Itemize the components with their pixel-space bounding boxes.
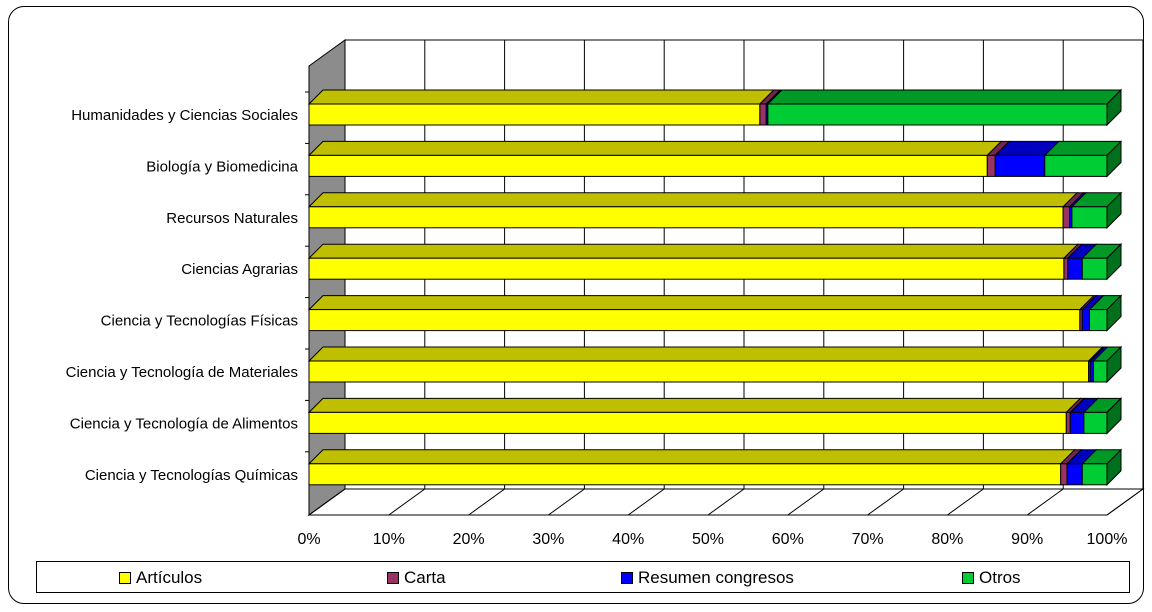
chart-legend: Artículos Carta Resumen congresos Otros	[36, 561, 1130, 593]
category-label: Ciencia y Tecnología de Alimentos	[70, 415, 298, 432]
bar-art-culos-top	[307, 346, 1104, 362]
legend-label-carta: Carta	[404, 568, 446, 587]
legend-swatch-resumen-congresos	[621, 572, 633, 584]
x-tick-label: 80%	[931, 531, 963, 548]
x-tick-label: 90%	[1011, 531, 1043, 548]
category-label: Biología y Biomedicina	[146, 158, 298, 175]
bar-carta	[759, 103, 767, 126]
legend-label-otros: Otros	[979, 568, 1021, 587]
bar-art-culos	[308, 103, 761, 126]
bar-carta	[1063, 257, 1069, 280]
x-tick-label: 10%	[373, 531, 405, 548]
floor-gridline	[867, 488, 904, 516]
bar-end-face	[1106, 88, 1122, 127]
bar-art-culos	[308, 206, 1064, 229]
bar-carta	[1065, 411, 1071, 434]
x-tick-label: 20%	[453, 531, 485, 548]
bar-art-culos-top	[307, 295, 1096, 311]
bar-resumen-congresos	[1081, 309, 1090, 332]
bar-art-culos	[308, 360, 1090, 383]
bar-carta	[1062, 206, 1070, 229]
bar-art-culos-top	[307, 192, 1079, 208]
floor-gridline	[1026, 488, 1064, 516]
floor-gridline	[627, 488, 665, 516]
bar-art-culos	[308, 257, 1065, 280]
bar-otros	[1092, 360, 1108, 383]
x-tick-label: 60%	[772, 531, 804, 548]
bar-art-culos-top	[307, 89, 776, 105]
bar-end-face	[1106, 191, 1122, 230]
x-tick-label: 70%	[852, 531, 884, 548]
bar-otros	[1081, 257, 1108, 280]
legend-swatch-otros	[962, 572, 974, 584]
bar-resumen-congresos	[1069, 411, 1085, 434]
legend-label-resumen-congresos: Resumen congresos	[638, 568, 794, 587]
category-label: Humanidades y Ciencias Sociales	[71, 107, 298, 124]
bar-art-culos-top	[307, 449, 1076, 465]
floor-gridline	[388, 488, 426, 516]
legend-item-carta: Carta	[387, 568, 446, 588]
bar-otros	[1071, 206, 1108, 229]
bar-end-face	[1106, 294, 1122, 332]
bar-end-face	[1106, 397, 1122, 435]
category-label: Ciencia y Tecnologías Químicas	[85, 467, 298, 484]
floor-gridline	[787, 488, 825, 516]
legend-swatch-articulos	[119, 572, 131, 584]
legend-item-otros: Otros	[962, 568, 1021, 588]
floor-gridline	[308, 488, 346, 516]
bar-art-culos	[308, 309, 1081, 332]
bar-resumen-congresos	[1067, 257, 1083, 280]
category-label: Ciencia y Tecnologías Físicas	[101, 313, 298, 330]
bar-resumen-congresos	[1066, 463, 1083, 486]
bar-art-culos-top	[307, 243, 1080, 259]
floor-gridline	[468, 488, 505, 516]
floor-gridline	[947, 488, 984, 516]
bar-otros	[1088, 309, 1108, 332]
bar-otros	[1083, 411, 1108, 434]
bar-carta	[986, 154, 996, 177]
legend-label-articulos: Artículos	[136, 568, 203, 587]
category-label: Ciencia y Tecnología de Materiales	[66, 364, 298, 381]
category-label: Ciencias Agrarias	[181, 261, 298, 278]
bar-otros	[1044, 154, 1108, 177]
legend-item-articulos: Artículos	[119, 568, 202, 588]
legend-swatch-carta	[387, 572, 399, 584]
bar-art-culos	[308, 411, 1067, 434]
bar-end-face	[1106, 448, 1122, 487]
bar-otros	[767, 103, 1108, 126]
floor-gridline	[548, 488, 585, 516]
bar-otros-top	[766, 89, 1123, 105]
x-tick-label: 40%	[612, 531, 644, 548]
x-tick-label: 30%	[532, 531, 564, 548]
bar-art-culos	[308, 154, 988, 177]
bar-end-face	[1106, 242, 1122, 281]
x-tick-label: 0%	[297, 531, 320, 548]
x-tick-label: 100%	[1087, 531, 1128, 548]
bar-resumen-congresos	[994, 154, 1046, 177]
bar-end-face	[1106, 345, 1122, 384]
floor-gridline	[1106, 488, 1144, 516]
x-tick-label: 50%	[692, 531, 724, 548]
bar-art-culos	[308, 463, 1062, 486]
legend-item-resumen-congresos: Resumen congresos	[621, 568, 794, 588]
bar-end-face	[1106, 140, 1122, 178]
floor-gridline	[707, 488, 745, 516]
bar-otros	[1081, 463, 1108, 486]
bar-carta	[1060, 463, 1068, 486]
bar-art-culos-top	[307, 140, 1003, 156]
category-label: Recursos Naturales	[166, 210, 298, 227]
bar-art-culos-top	[307, 397, 1082, 413]
